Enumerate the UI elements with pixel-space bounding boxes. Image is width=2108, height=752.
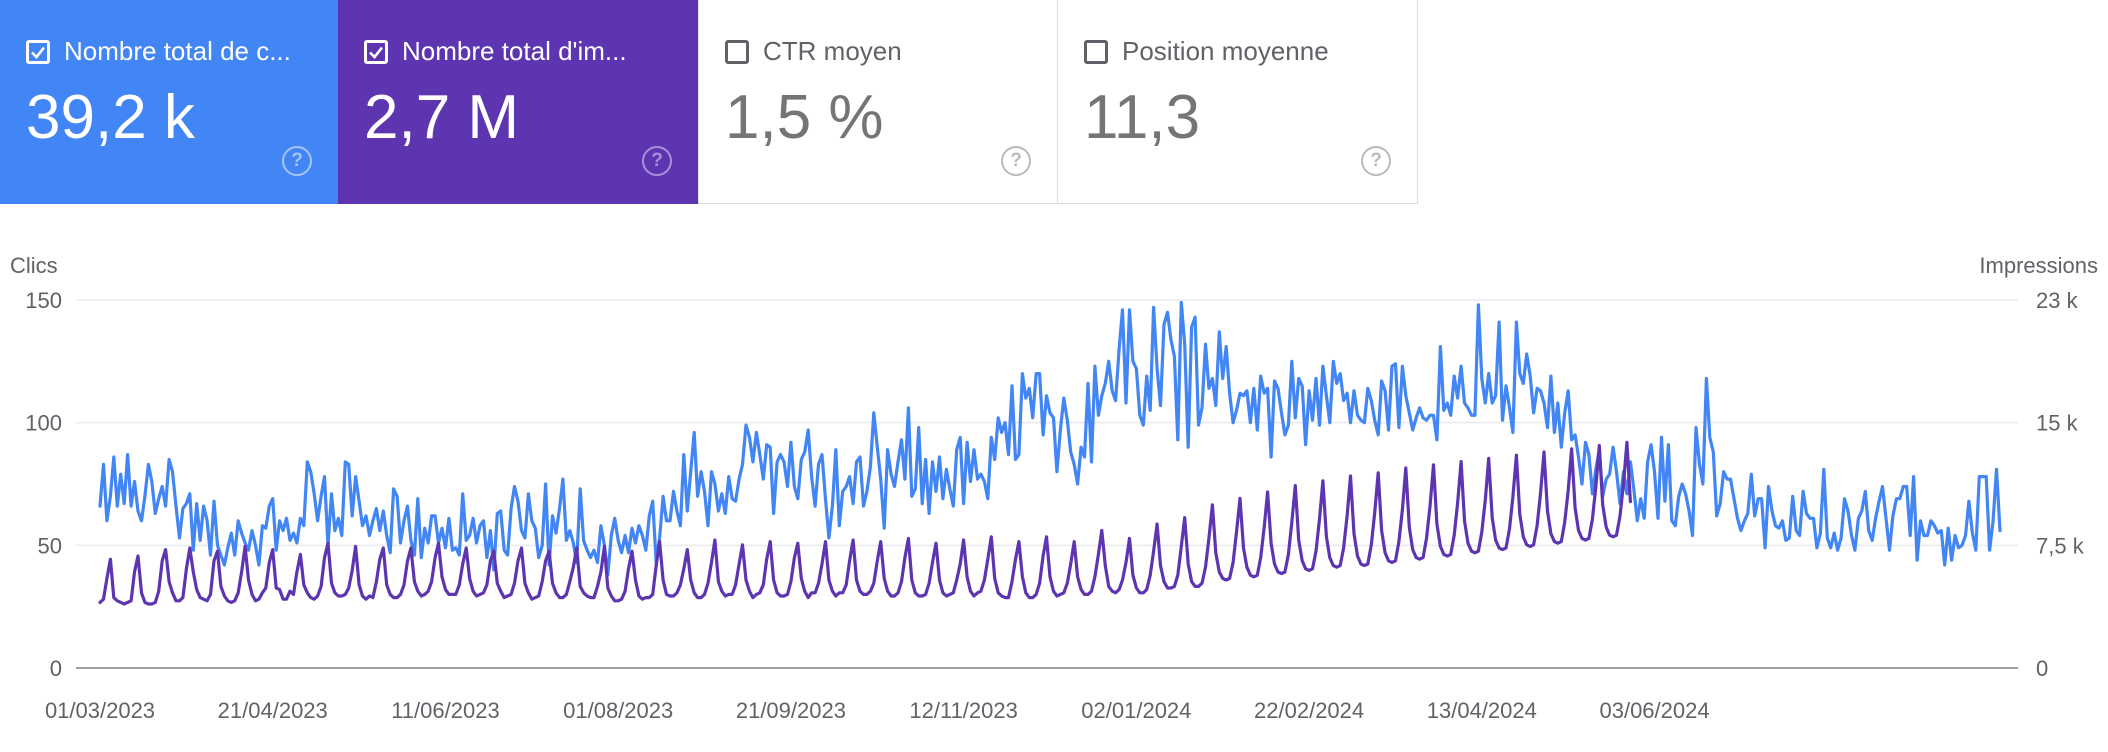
- left-tick-label: 0: [50, 656, 62, 681]
- metric-label: CTR moyen: [763, 36, 902, 66]
- x-tick-label: 22/02/2024: [1254, 698, 1364, 723]
- checkbox-checked-icon[interactable]: [364, 39, 388, 64]
- chart-grid: [76, 299, 2018, 669]
- left-tick-label: 150: [25, 288, 62, 313]
- left-tick-label: 100: [25, 411, 62, 436]
- right-tick-label: 15 k: [2036, 411, 2079, 436]
- metric-card-header: CTR moyen: [725, 36, 902, 67]
- metric-card-impressions[interactable]: Nombre total d'im... 2,7 M ?: [338, 0, 698, 204]
- series-line-impressions: [98, 440, 1633, 606]
- metric-value: 1,5 %: [725, 83, 884, 152]
- checkbox-unchecked-icon[interactable]: [1084, 39, 1108, 64]
- metric-card-clicks[interactable]: Nombre total de c... 39,2 k ?: [0, 0, 338, 204]
- metric-value: 11,3: [1084, 83, 1201, 152]
- x-tick-label: 03/06/2024: [1599, 698, 1709, 723]
- metric-label: Nombre total d'im...: [402, 36, 627, 66]
- metric-value: 39,2 k: [26, 83, 195, 152]
- help-icon[interactable]: ?: [1001, 146, 1031, 176]
- x-tick-label: 21/04/2023: [218, 698, 328, 723]
- x-axis-ticks: 01/03/2023 21/04/2023 11/06/2023 01/08/2023…: [45, 698, 1710, 723]
- x-tick-label: 21/09/2023: [736, 698, 846, 723]
- right-axis-title: Impressions: [1979, 253, 2098, 278]
- x-tick-label: 11/06/2023: [391, 698, 499, 723]
- series-lines: [98, 300, 2002, 606]
- checkbox-checked-icon[interactable]: [26, 39, 50, 64]
- right-axis-ticks: 0 7,5 k 15 k 23 k: [2036, 288, 2085, 681]
- metric-label: Nombre total de c...: [64, 36, 291, 66]
- metric-cards: Nombre total de c... 39,2 k ? Nombre tot…: [0, 0, 1418, 204]
- right-tick-label: 23 k: [2036, 288, 2079, 313]
- checkbox-unchecked-icon[interactable]: [725, 39, 749, 64]
- performance-chart: Clics Impressions 0 50 100 150 0 7,5 k 15 k 23…: [10, 253, 2098, 723]
- right-tick-label: 0: [2036, 656, 2048, 681]
- x-tick-label: 01/08/2023: [563, 698, 673, 723]
- metric-card-header: Nombre total d'im...: [364, 36, 627, 67]
- x-tick-label: 01/03/2023: [45, 698, 155, 723]
- x-tick-label: 12/11/2023: [909, 698, 1017, 723]
- metric-card-header: Nombre total de c...: [26, 36, 291, 67]
- help-icon[interactable]: ?: [282, 146, 312, 176]
- x-tick-label: 02/01/2024: [1081, 698, 1191, 723]
- help-icon[interactable]: ?: [642, 146, 672, 176]
- left-tick-label: 50: [38, 533, 62, 558]
- series-line-clicks: [98, 300, 2002, 577]
- right-tick-label: 7,5 k: [2036, 533, 2085, 558]
- left-axis-title: Clics: [10, 253, 58, 278]
- metric-label: Position moyenne: [1122, 36, 1329, 66]
- metric-value: 2,7 M: [364, 83, 520, 152]
- metric-card-header: Position moyenne: [1084, 36, 1329, 67]
- metric-card-ctr[interactable]: CTR moyen 1,5 % ?: [698, 0, 1058, 204]
- x-tick-label: 13/04/2024: [1427, 698, 1537, 723]
- help-icon[interactable]: ?: [1361, 146, 1391, 176]
- metric-card-position[interactable]: Position moyenne 11,3 ?: [1058, 0, 1418, 204]
- left-axis-ticks: 0 50 100 150: [25, 288, 62, 681]
